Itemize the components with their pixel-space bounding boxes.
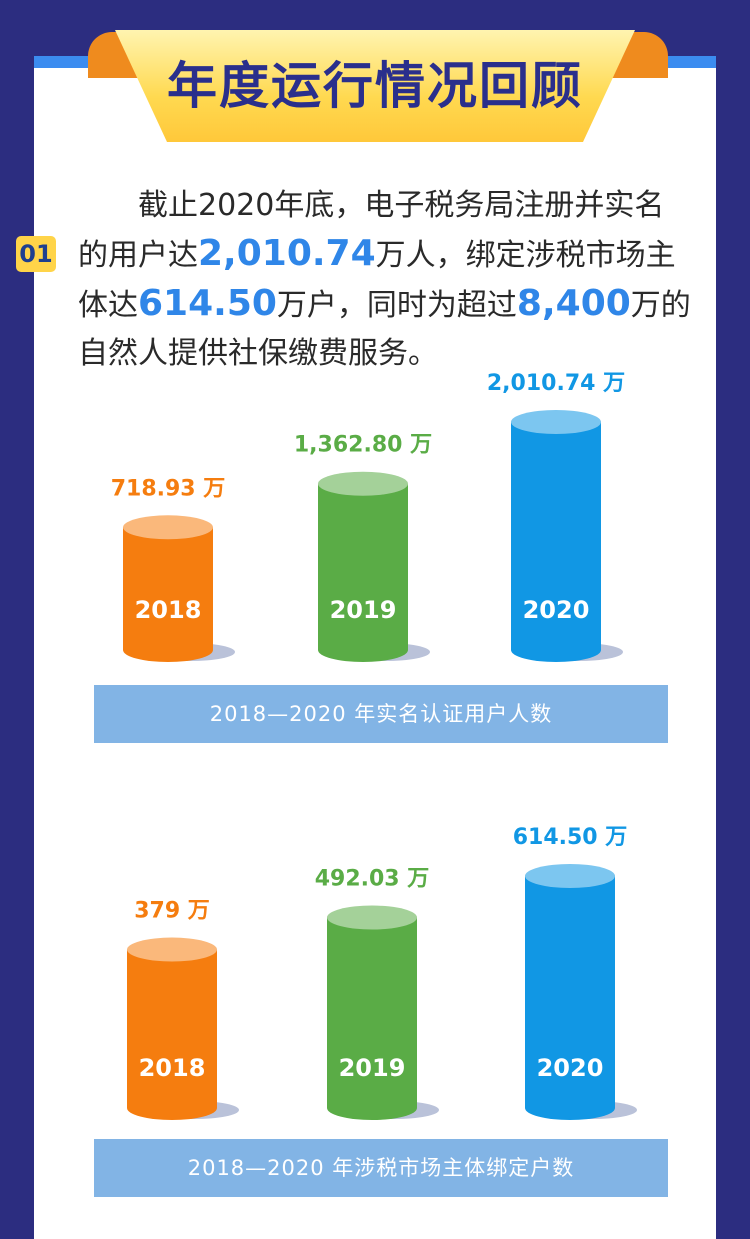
intro-text-mid2: 万户，同时为超过 — [276, 288, 517, 323]
bar-value-label: 1,362.80 万 — [294, 433, 432, 458]
bar-value-label: 379 万 — [134, 899, 210, 924]
bar-category-label: 2020 — [537, 1054, 604, 1082]
title-banner — [115, 30, 635, 142]
bar-top-2018 — [123, 515, 213, 540]
bar-2019 — [318, 483, 408, 662]
bar-2020 — [511, 422, 601, 662]
persons-value: 8,400 — [516, 283, 631, 324]
bar-2019 — [327, 917, 417, 1120]
intro-text-prefix: 截止2020年底，电子税务局注册并实名的用户达 — [78, 188, 665, 273]
bar-2018 — [127, 949, 217, 1120]
bar-category-label: 2020 — [523, 596, 590, 624]
bar-top-2018 — [127, 937, 217, 962]
bar-category-label: 2018 — [135, 596, 202, 624]
bar-value-label: 614.50 万 — [513, 825, 628, 850]
bar-2018 — [123, 527, 213, 662]
bar-top-2020 — [511, 410, 601, 434]
bar-top-2019 — [327, 905, 417, 930]
bar-value-label: 718.93 万 — [111, 476, 226, 501]
intro-text-suffix: 万的自然人提供社保缴费服务。 — [78, 288, 691, 371]
intro-text-mid1: 万人，绑定涉税市场主体达 — [78, 238, 676, 323]
entities-value: 614.50 — [138, 283, 277, 324]
page-title: 年度运行情况回顾 — [167, 57, 583, 115]
entities-chart-title: 2018—2020 年涉税市场主体绑定户数 — [94, 1139, 668, 1197]
bar-category-label: 2018 — [139, 1054, 206, 1082]
users-bar-chart: 2018 718.93 万 2019 1,362.80 万 2020 2,010.74 万 — [111, 371, 625, 662]
users-chart-title: 2018—2020 年实名认证用户人数 — [94, 685, 668, 743]
bar-top-2020 — [525, 864, 615, 888]
bar-top-2019 — [318, 471, 408, 496]
entities-bar-chart: 2018 379 万 2019 492.03 万 2020 614.50 万 — [127, 825, 637, 1120]
bar-2020 — [525, 876, 615, 1120]
bar-value-label: 2,010.74 万 — [487, 371, 625, 396]
bar-category-label: 2019 — [339, 1054, 406, 1082]
bar-value-label: 492.03 万 — [315, 867, 430, 892]
users-value: 2,010.74 — [198, 233, 376, 274]
intro-paragraph: 截止2020年底，电子税务局注册并实名的用户达2,010.74万人，绑定涉税市场… — [78, 182, 693, 378]
section-number-badge: 01 — [16, 236, 56, 272]
bar-category-label: 2019 — [330, 596, 397, 624]
